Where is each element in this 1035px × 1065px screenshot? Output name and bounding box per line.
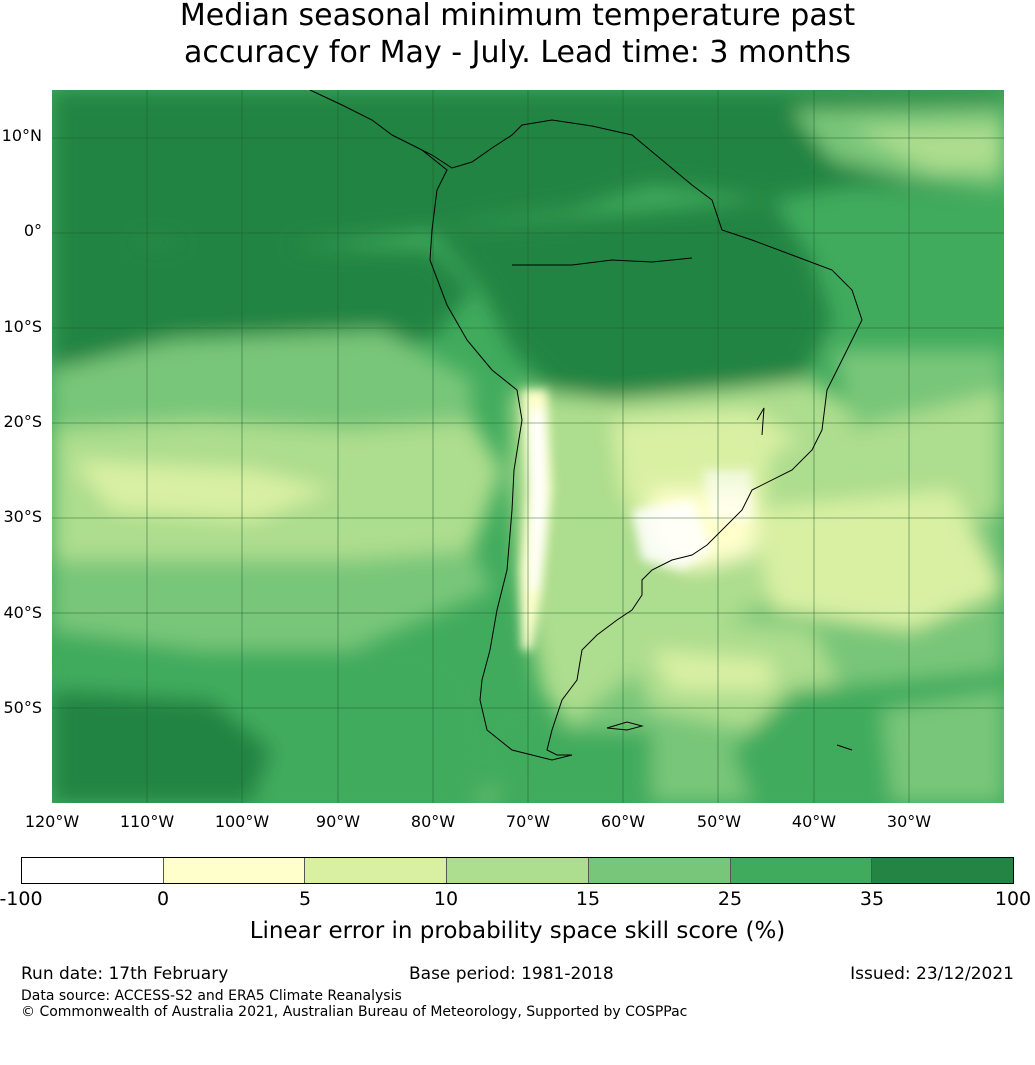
copyright-notice: © Commonwealth of Australia 2021, Austra…	[21, 1004, 688, 1020]
base-period: Base period: 1981-2018	[409, 964, 614, 984]
lon-label-90w: 90°W	[315, 812, 361, 831]
lat-label-0: 0°	[23, 221, 42, 240]
lat-label-10n: 10°N	[1, 126, 42, 145]
colorbar-segment	[588, 858, 731, 883]
lon-label-70w: 70°W	[505, 812, 551, 831]
lon-label-30w: 30°W	[886, 812, 932, 831]
lon-label-80w: 80°W	[410, 812, 456, 831]
lon-label-60w: 60°W	[600, 812, 646, 831]
run-date: Run date: 17th February	[21, 964, 229, 984]
colorbar-tick-label: 10	[433, 888, 459, 910]
lat-label-40s: 40°S	[3, 603, 42, 622]
colorbar-tick-label: 100	[994, 888, 1032, 910]
issued-date: Issued: 23/12/2021	[850, 964, 1014, 984]
colorbar-segment	[872, 858, 1014, 883]
colorbar-tick-label: 0	[156, 888, 170, 910]
colorbar-tick-label: 5	[298, 888, 312, 910]
title-line-2: accuracy for May - July. Lead time: 3 mo…	[184, 35, 851, 70]
colorbar-tick-label: 15	[575, 888, 601, 910]
lon-label-120w: 120°W	[24, 812, 80, 831]
map-canvas	[52, 90, 1004, 803]
lon-label-110w: 110°W	[119, 812, 175, 831]
colorbar-tick-label: -100	[0, 888, 43, 910]
lat-label-30s: 30°S	[3, 507, 42, 526]
skill-score-map	[52, 90, 1004, 803]
colorbar-segment	[447, 858, 589, 883]
title-line-1: Median seasonal minimum temperature past	[179, 0, 856, 33]
colorbar-segment	[730, 858, 873, 883]
colorbar-segment	[163, 858, 306, 883]
lat-label-50s: 50°S	[3, 698, 42, 717]
lon-label-40w: 40°W	[791, 812, 837, 831]
map-title: Median seasonal minimum temperature past…	[0, 0, 1035, 71]
lat-label-20s: 20°S	[3, 412, 42, 431]
data-source: Data source: ACCESS-S2 and ERA5 Climate …	[21, 988, 402, 1004]
colorbar-segment	[22, 858, 164, 883]
colorbar	[21, 857, 1014, 884]
lon-label-50w: 50°W	[696, 812, 742, 831]
lon-label-100w: 100°W	[214, 812, 270, 831]
colorbar-tick-label: 35	[859, 888, 885, 910]
lat-label-10s: 10°S	[3, 317, 42, 336]
colorbar-label: Linear error in probability space skill …	[249, 918, 786, 944]
colorbar-segment	[305, 858, 448, 883]
graticule	[52, 90, 1004, 803]
colorbar-tick-label: 25	[717, 888, 743, 910]
coastline	[309, 90, 863, 761]
